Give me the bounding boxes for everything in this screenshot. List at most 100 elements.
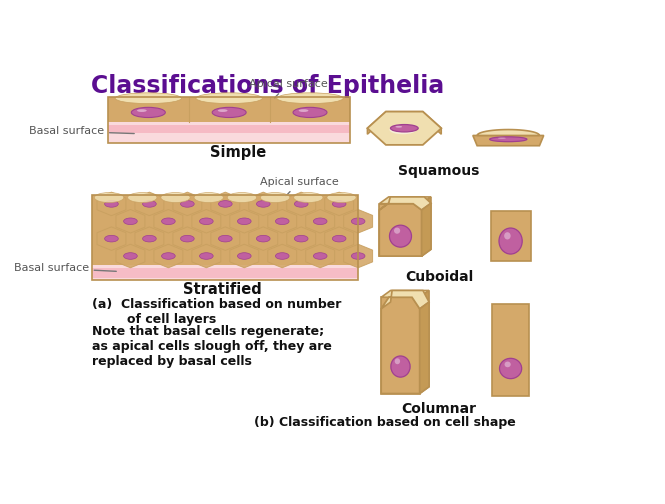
- FancyBboxPatch shape: [92, 268, 358, 278]
- Ellipse shape: [391, 356, 410, 377]
- FancyBboxPatch shape: [108, 125, 350, 133]
- Ellipse shape: [124, 218, 137, 225]
- Ellipse shape: [142, 201, 156, 207]
- Text: Classifications of Epithelia: Classifications of Epithelia: [91, 75, 444, 98]
- Ellipse shape: [161, 193, 190, 203]
- Text: Note that basal cells regenerate;
as apical cells slough off, they are
replaced : Note that basal cells regenerate; as api…: [92, 326, 332, 368]
- Ellipse shape: [128, 193, 157, 203]
- Text: Basal surface: Basal surface: [29, 127, 134, 136]
- Text: (b) Classification based on cell shape: (b) Classification based on cell shape: [254, 416, 516, 429]
- Polygon shape: [154, 244, 183, 268]
- Polygon shape: [422, 203, 431, 256]
- Polygon shape: [287, 192, 316, 216]
- Ellipse shape: [313, 218, 327, 225]
- Polygon shape: [344, 210, 372, 233]
- Polygon shape: [230, 244, 259, 268]
- Polygon shape: [325, 192, 354, 216]
- Polygon shape: [381, 290, 429, 297]
- Ellipse shape: [104, 201, 118, 207]
- Polygon shape: [420, 302, 429, 394]
- Polygon shape: [211, 227, 240, 250]
- FancyBboxPatch shape: [381, 297, 420, 394]
- FancyBboxPatch shape: [92, 265, 358, 280]
- Polygon shape: [268, 210, 297, 233]
- Ellipse shape: [396, 126, 402, 128]
- Ellipse shape: [115, 93, 182, 104]
- Ellipse shape: [275, 253, 289, 259]
- Ellipse shape: [332, 201, 346, 207]
- Text: Simple: Simple: [209, 145, 266, 160]
- Polygon shape: [381, 297, 420, 394]
- Polygon shape: [211, 192, 240, 216]
- Polygon shape: [306, 210, 334, 233]
- Ellipse shape: [200, 253, 213, 259]
- Ellipse shape: [390, 225, 412, 247]
- Polygon shape: [379, 197, 431, 210]
- Ellipse shape: [489, 137, 527, 142]
- Ellipse shape: [257, 201, 270, 207]
- Ellipse shape: [237, 218, 251, 225]
- Ellipse shape: [180, 235, 194, 242]
- FancyBboxPatch shape: [491, 211, 531, 261]
- Ellipse shape: [104, 235, 118, 242]
- Polygon shape: [420, 290, 429, 394]
- Polygon shape: [116, 210, 145, 233]
- Ellipse shape: [295, 201, 308, 207]
- Ellipse shape: [180, 201, 194, 207]
- Polygon shape: [306, 244, 334, 268]
- Ellipse shape: [200, 218, 213, 225]
- Ellipse shape: [499, 358, 521, 379]
- Polygon shape: [287, 227, 316, 250]
- Polygon shape: [116, 244, 145, 268]
- FancyBboxPatch shape: [492, 304, 529, 396]
- Polygon shape: [473, 136, 544, 146]
- Polygon shape: [192, 210, 221, 233]
- Ellipse shape: [498, 138, 506, 139]
- Ellipse shape: [219, 201, 232, 207]
- Ellipse shape: [327, 193, 356, 203]
- Polygon shape: [381, 290, 429, 309]
- Ellipse shape: [505, 361, 511, 367]
- Ellipse shape: [162, 253, 175, 259]
- Ellipse shape: [142, 235, 156, 242]
- Ellipse shape: [227, 193, 257, 203]
- Ellipse shape: [162, 218, 175, 225]
- FancyBboxPatch shape: [108, 97, 350, 122]
- Ellipse shape: [351, 218, 365, 225]
- Ellipse shape: [351, 253, 365, 259]
- Polygon shape: [173, 192, 201, 216]
- Ellipse shape: [261, 193, 290, 203]
- Text: Columnar: Columnar: [402, 402, 477, 416]
- Ellipse shape: [237, 253, 251, 259]
- Polygon shape: [422, 197, 431, 256]
- Polygon shape: [249, 227, 278, 250]
- Ellipse shape: [137, 109, 147, 112]
- Ellipse shape: [131, 107, 166, 117]
- Polygon shape: [230, 210, 259, 233]
- Text: Apical surface: Apical surface: [260, 177, 338, 196]
- Ellipse shape: [294, 193, 323, 203]
- Ellipse shape: [218, 109, 227, 112]
- Polygon shape: [268, 244, 297, 268]
- Polygon shape: [367, 111, 442, 134]
- Polygon shape: [344, 244, 372, 268]
- Polygon shape: [477, 130, 539, 136]
- Ellipse shape: [504, 232, 511, 239]
- Text: Apical surface: Apical surface: [249, 79, 327, 98]
- Ellipse shape: [332, 235, 346, 242]
- FancyBboxPatch shape: [92, 195, 358, 265]
- Ellipse shape: [212, 107, 246, 117]
- FancyBboxPatch shape: [108, 122, 350, 143]
- Ellipse shape: [499, 228, 522, 254]
- Ellipse shape: [277, 93, 343, 104]
- Text: Stratified: Stratified: [183, 282, 261, 297]
- Polygon shape: [97, 227, 126, 250]
- Polygon shape: [367, 111, 442, 145]
- Polygon shape: [325, 227, 354, 250]
- Polygon shape: [154, 210, 183, 233]
- Ellipse shape: [295, 235, 308, 242]
- Ellipse shape: [196, 93, 262, 104]
- Text: Squamous: Squamous: [398, 164, 479, 178]
- FancyBboxPatch shape: [379, 204, 422, 256]
- Ellipse shape: [124, 253, 137, 259]
